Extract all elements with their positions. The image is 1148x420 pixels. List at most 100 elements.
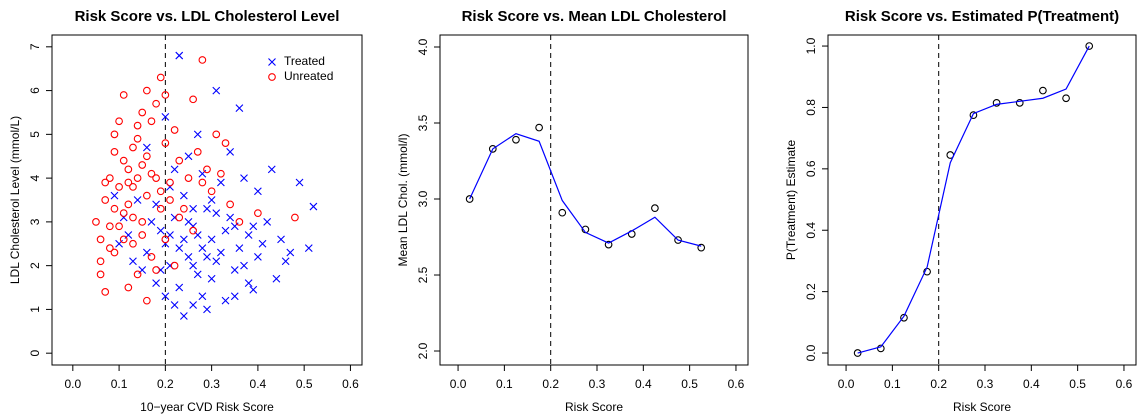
point — [180, 204, 188, 213]
point — [258, 239, 267, 248]
point — [244, 231, 253, 239]
point — [249, 222, 258, 231]
point — [119, 91, 128, 99]
point — [465, 195, 474, 203]
point — [115, 183, 123, 191]
point — [105, 174, 114, 182]
point — [138, 231, 147, 239]
point — [175, 156, 184, 165]
y-tick-label: 3.5 — [416, 114, 430, 131]
point — [119, 235, 128, 244]
point — [198, 244, 207, 253]
point — [105, 244, 114, 252]
point — [217, 169, 225, 178]
point — [143, 191, 151, 200]
point — [876, 344, 885, 353]
point — [175, 244, 184, 253]
point — [267, 165, 276, 174]
point — [263, 217, 272, 226]
point — [212, 86, 221, 95]
point — [221, 226, 230, 235]
chart-title: Risk Score vs. Estimated P(Treatment) — [845, 8, 1119, 25]
point — [166, 178, 174, 187]
point — [674, 236, 682, 244]
point — [193, 148, 202, 156]
y-tick-label: 4 — [28, 174, 42, 181]
point — [147, 217, 156, 226]
point — [203, 165, 211, 174]
point — [900, 313, 908, 322]
point — [240, 261, 248, 270]
point — [535, 123, 543, 132]
point — [1085, 42, 1094, 50]
line — [857, 45, 1090, 354]
point — [110, 191, 119, 200]
x-tick-label: 0.5 — [681, 377, 698, 391]
point — [216, 248, 225, 257]
x-axis-label: Risk Score — [953, 400, 1011, 414]
y-axis-label: Mean LDL Chol. (mmol/l) — [396, 134, 410, 267]
y-tick-label: 0 — [28, 350, 42, 357]
point — [189, 226, 197, 235]
point — [129, 239, 137, 248]
point — [143, 296, 151, 305]
point — [119, 209, 128, 217]
point — [161, 235, 170, 244]
point — [207, 187, 216, 196]
point — [512, 135, 520, 144]
plot-box — [827, 34, 1137, 366]
point — [207, 274, 216, 283]
point — [170, 261, 179, 270]
point — [992, 98, 1001, 107]
chart-title: Risk Score vs. LDL Cholesterol Level — [75, 8, 340, 25]
point — [651, 204, 659, 212]
point — [240, 174, 248, 183]
x-tick-label: 0.1 — [111, 377, 128, 391]
point — [203, 253, 211, 261]
point — [179, 312, 188, 320]
point — [142, 143, 151, 152]
point — [212, 209, 221, 218]
point — [226, 147, 235, 156]
point — [216, 178, 225, 187]
point — [147, 117, 156, 126]
y-tick-label: 0.8 — [804, 99, 818, 116]
y-tick-label: 3.0 — [416, 190, 430, 207]
legend-marker — [268, 73, 276, 81]
point — [170, 165, 179, 174]
point — [124, 165, 133, 174]
point — [198, 292, 207, 301]
point — [161, 91, 170, 99]
legend-label: Treated — [284, 54, 325, 68]
point — [184, 217, 193, 226]
x-tick-label: 0.0 — [450, 377, 467, 391]
x-tick-label: 0.5 — [1069, 377, 1086, 391]
x-tick-label: 0.2 — [157, 377, 174, 391]
point — [152, 279, 160, 288]
y-axis-label: P(Treatment) Estimate — [784, 140, 798, 261]
x-tick-label: 0.0 — [838, 377, 855, 391]
point — [604, 240, 613, 249]
point — [152, 99, 160, 108]
point — [281, 257, 290, 266]
point — [156, 204, 165, 213]
point — [105, 222, 114, 231]
point — [1062, 94, 1070, 103]
point — [143, 152, 151, 161]
point — [189, 301, 198, 309]
y-tick-label: 7 — [28, 43, 42, 50]
x-tick-label: 0.3 — [977, 377, 994, 391]
point — [124, 283, 133, 292]
point — [272, 274, 281, 283]
point — [249, 285, 258, 294]
point — [226, 213, 235, 222]
point — [129, 183, 137, 191]
y-tick-label: 2.0 — [416, 342, 430, 359]
point — [226, 200, 234, 209]
y-tick-label: 1.0 — [804, 37, 818, 54]
point — [138, 218, 147, 226]
legend-label: Unreated — [284, 69, 333, 83]
plot-box — [51, 34, 363, 366]
point — [96, 235, 105, 244]
